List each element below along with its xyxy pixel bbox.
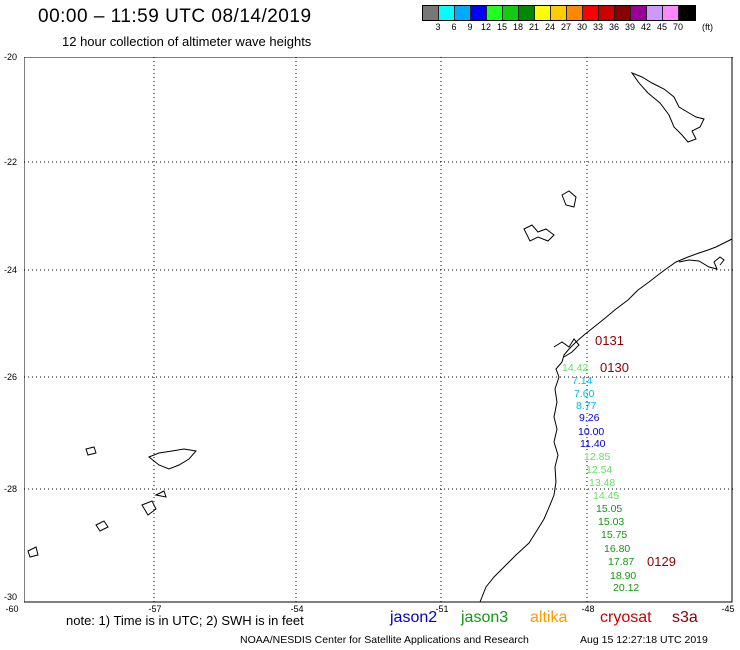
color-scale-label: 3 (435, 22, 441, 32)
legend-jason2: jason2 (390, 609, 438, 626)
lon-label: -45 (721, 604, 735, 614)
wave-height-label: 15.75 (601, 529, 628, 541)
color-scale-label: 21 (528, 22, 539, 32)
lat-label: -20 (4, 52, 18, 62)
color-swatch (551, 6, 567, 20)
color-swatch (647, 6, 663, 20)
color-swatch (455, 6, 471, 20)
wave-height-label: 17.87 (608, 556, 635, 568)
color-scale-bar (422, 5, 696, 21)
color-scale-label: 42 (640, 22, 651, 32)
wave-height-label: 15.05 (596, 503, 623, 515)
color-swatch (615, 6, 631, 20)
color-swatch (519, 6, 535, 20)
lat-label: -26 (4, 372, 18, 382)
color-swatch (487, 6, 503, 20)
generated-timestamp: Aug 15 12:27:18 UTC 2019 (580, 634, 708, 646)
lat-label: -24 (4, 265, 18, 275)
island-large (148, 448, 197, 470)
pass-label: 0130 (600, 360, 629, 375)
color-swatch (471, 6, 487, 20)
legend-s3a: s3a (672, 609, 698, 626)
lat-label: -22 (4, 157, 18, 167)
island-small-2 (27, 546, 39, 558)
coastline-lagoon (678, 256, 725, 270)
color-swatch (567, 6, 583, 20)
wave-height-label: 7.60 (574, 388, 595, 400)
color-scale-label: 36 (608, 22, 619, 32)
color-scale-label: 45 (656, 22, 667, 32)
reservoir-north (630, 71, 705, 143)
color-scale-label: 6 (451, 22, 457, 32)
color-swatch (583, 6, 599, 20)
island-small-4 (154, 490, 167, 498)
color-scale-label: 70 (672, 22, 683, 32)
wave-height-label: 12.85 (584, 451, 611, 463)
lon-label: -51 (435, 604, 449, 614)
footer-note: note: 1) Time is in UTC; 2) SWH is in fe… (66, 613, 304, 628)
color-scale-label: 30 (576, 22, 587, 32)
wave-height-label: 14.42 (562, 362, 589, 374)
wave-height-label: 13.48 (589, 477, 616, 489)
legend-jason3: jason3 (461, 609, 509, 626)
credit: NOAA/NESDIS Center for Satellite Applica… (240, 634, 529, 646)
lon-label: -60 (5, 604, 19, 614)
color-scale-label: 18 (512, 22, 523, 32)
map-title: 00:00 – 11:59 UTC 08/14/2019 (38, 6, 312, 27)
color-swatch (423, 6, 439, 20)
island-small-1 (95, 520, 109, 532)
coastline (479, 238, 733, 603)
color-scale-label: 39 (624, 22, 635, 32)
island-small-3 (85, 446, 97, 456)
lake-a (561, 190, 577, 208)
wave-height-label: 7.14 (572, 375, 593, 387)
color-swatch (679, 6, 695, 20)
color-swatch (663, 6, 679, 20)
legend-cryosat: cryosat (600, 609, 652, 626)
wave-height-label: 8.77 (576, 400, 597, 412)
wave-height-label: 14.45 (593, 490, 620, 502)
wave-height-label: 16.80 (604, 543, 631, 555)
pass-label: 0131 (595, 333, 624, 348)
color-scale-unit: (ft) (702, 22, 713, 32)
color-scale-label: 33 (592, 22, 603, 32)
lon-label: -54 (290, 604, 304, 614)
map-frame (24, 57, 733, 603)
color-scale-label: 15 (496, 22, 507, 32)
color-swatch (631, 6, 647, 20)
wave-height-label: 12.54 (586, 464, 613, 476)
color-swatch (439, 6, 455, 20)
color-scale-label: 24 (544, 22, 555, 32)
color-scale-label: 12 (480, 22, 491, 32)
wave-height-label: 15.03 (598, 516, 625, 528)
wave-height-label: 11.40 (580, 438, 606, 450)
color-swatch (599, 6, 615, 20)
lon-label: -57 (148, 604, 162, 614)
lon-label: -48 (581, 604, 595, 614)
color-scale-label: 9 (467, 22, 473, 32)
color-scale-label: 27 (560, 22, 571, 32)
color-swatch (503, 6, 519, 20)
pass-label: 0129 (647, 554, 676, 569)
map-subtitle: 12 hour collection of altimeter wave hei… (62, 34, 312, 49)
wave-height-label: 20.12 (613, 582, 640, 594)
graticule (24, 57, 734, 602)
lake-b (523, 224, 555, 242)
lat-label: -30 (4, 592, 18, 602)
coastline-bay (553, 338, 580, 358)
island-mid (141, 500, 157, 516)
wave-height-label: 18.90 (610, 570, 637, 582)
wave-height-label: 9.26 (579, 412, 600, 424)
lat-label: -28 (4, 484, 18, 494)
map-plot-area (24, 57, 734, 603)
legend-altika: altika (530, 609, 568, 626)
wave-height-label: 10.00 (578, 426, 605, 438)
color-swatch (535, 6, 551, 20)
